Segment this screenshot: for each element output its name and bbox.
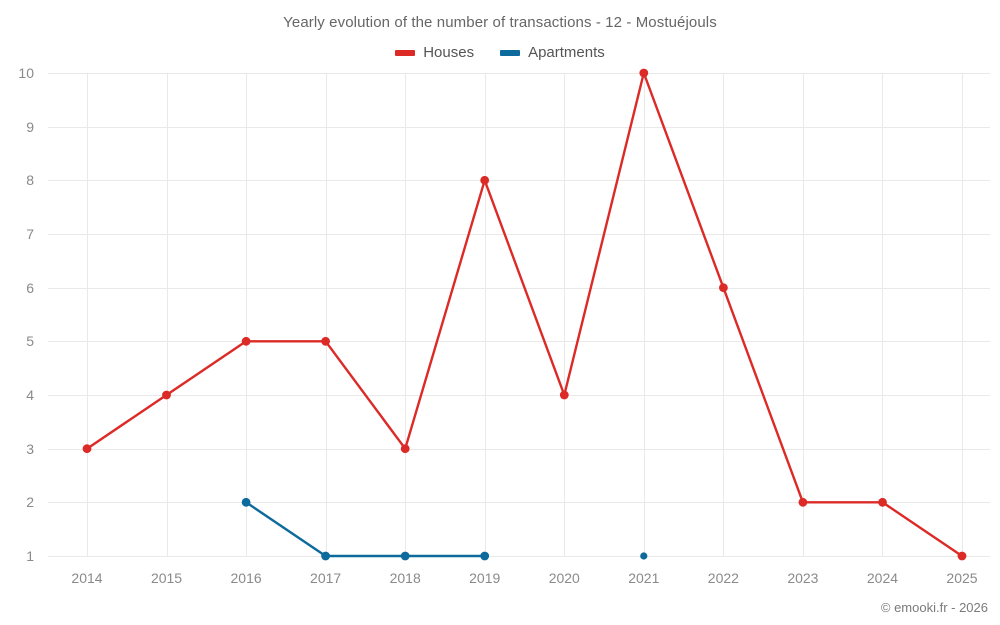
gridline-vertical (485, 73, 486, 556)
gridline-horizontal (48, 449, 990, 450)
data-point-houses-2024[interactable] (878, 497, 887, 507)
data-point-houses-2025[interactable] (957, 551, 967, 561)
x-axis-tick-label: 2023 (787, 570, 819, 586)
gridline-horizontal (48, 234, 990, 235)
data-point-apartments-2017[interactable] (321, 551, 330, 561)
gridline-vertical (564, 73, 565, 556)
gridline-vertical (882, 73, 883, 556)
x-axis-tick-label: 2020 (548, 570, 580, 586)
y-axis-tick-label: 6 (26, 279, 34, 296)
data-point-apartments-2016[interactable] (241, 497, 251, 507)
gridline-horizontal (48, 556, 990, 557)
gridline-vertical (167, 73, 168, 556)
data-point-apartments-2019[interactable] (480, 551, 490, 561)
gridline-horizontal (48, 288, 990, 289)
y-axis-tick-label: 5 (26, 333, 34, 350)
x-axis-tick-label: 2025 (946, 570, 978, 586)
x-axis-tick-label: 2019 (469, 570, 501, 586)
y-axis-tick-label: 7 (26, 226, 34, 242)
gridline-horizontal (48, 127, 990, 128)
gridline-vertical (87, 73, 88, 556)
gridline-vertical (803, 73, 804, 556)
data-point-houses-2016[interactable] (241, 336, 251, 346)
legend-label-houses: Houses (423, 44, 475, 61)
gridline-vertical (723, 73, 724, 556)
legend-item-apartments[interactable]: Apartments (500, 44, 605, 61)
data-point-houses-2014[interactable] (82, 444, 92, 454)
data-point-apartments-2021[interactable] (640, 552, 648, 560)
data-point-houses-2018[interactable] (400, 444, 410, 454)
chart-legend: Houses Apartments (0, 44, 1000, 61)
y-axis-tick-label: 9 (26, 118, 34, 135)
legend-swatch-apartments (500, 49, 521, 56)
gridline-horizontal (48, 341, 990, 342)
gridline-horizontal (48, 73, 990, 74)
data-point-houses-2022[interactable] (719, 283, 728, 293)
x-axis-tick-label: 2016 (230, 570, 262, 586)
gridline-vertical (644, 73, 645, 556)
data-point-houses-2020[interactable] (559, 390, 569, 400)
y-axis-tick-label: 1 (26, 548, 34, 564)
legend-item-houses[interactable]: Houses (395, 44, 474, 61)
data-point-houses-2021[interactable] (639, 68, 649, 78)
gridline-horizontal (48, 180, 990, 181)
y-axis-tick-label: 3 (26, 440, 34, 457)
gridline-vertical (246, 73, 247, 556)
data-point-houses-2019[interactable] (480, 175, 490, 185)
gridline-horizontal (48, 502, 990, 503)
data-point-houses-2023[interactable] (798, 497, 808, 507)
gridline-vertical (405, 73, 406, 556)
legend-label-apartments: Apartments (528, 44, 605, 61)
x-axis-tick-label: 2022 (707, 570, 739, 586)
legend-swatch-houses (395, 49, 416, 56)
x-axis-tick-label: 2021 (628, 570, 660, 586)
x-axis-tick-label: 2017 (310, 570, 342, 586)
x-axis-tick-label: 2024 (866, 570, 899, 586)
series-line-apartments (244, 501, 486, 558)
gridline-vertical (326, 73, 327, 556)
y-axis-tick-label: 4 (26, 387, 34, 403)
x-axis-tick-label: 2015 (150, 570, 183, 586)
x-axis-tick-label: 2014 (71, 570, 103, 586)
gridline-horizontal (48, 395, 990, 396)
data-point-apartments-2018[interactable] (400, 551, 410, 561)
x-axis-tick-label: 2018 (389, 570, 421, 586)
data-point-houses-2015[interactable] (162, 390, 171, 400)
series-line-houses (85, 71, 964, 558)
gridline-vertical (962, 73, 963, 556)
y-axis-tick-label: 2 (26, 494, 34, 511)
chart-title: Yearly evolution of the number of transa… (283, 14, 717, 31)
copyright-notice: © emooki.fr - 2026 (880, 600, 988, 615)
data-point-houses-2017[interactable] (321, 336, 330, 346)
y-axis-tick-label: 8 (26, 172, 34, 189)
y-axis-tick-label: 10 (18, 65, 34, 81)
